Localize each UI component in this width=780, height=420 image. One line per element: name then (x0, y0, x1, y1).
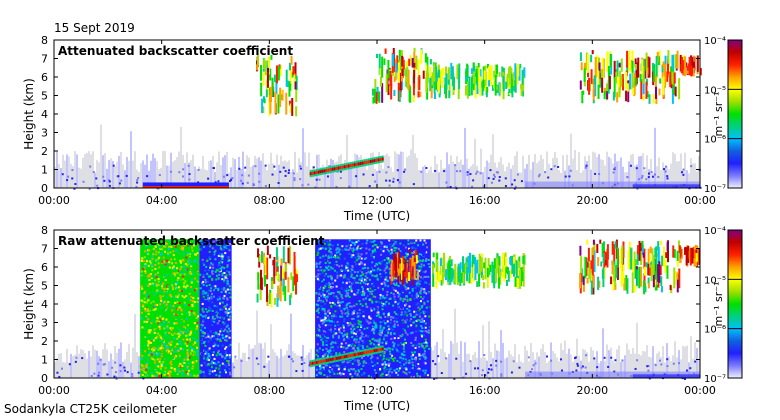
panel-2: Raw attenuated backscatter coefficient 0 1… (22, 224, 743, 413)
y-tick-label: 8 (41, 224, 48, 237)
x-axis-label: Time (UTC) (343, 209, 410, 223)
y-tick-label: 5 (41, 90, 48, 103)
panel-1: Attenuated backscatter coefficient 0 1 2 3 4 5… (22, 34, 743, 223)
plot-area (54, 230, 701, 380)
y-tick-label: 5 (41, 280, 48, 293)
x-tick-label: 04:00 (146, 384, 178, 397)
x-tick-label: 16:00 (469, 194, 501, 207)
instrument-label: Sodankyla CT25K ceilometer (4, 402, 177, 416)
y-tick-label: 7 (41, 243, 48, 256)
y-tick-label: 8 (41, 34, 48, 47)
y-tick-label: 2 (41, 335, 48, 348)
colorbar-gradient (727, 39, 743, 189)
x-tick-label: 20:00 (576, 384, 608, 397)
colorbar-gradient (727, 229, 743, 379)
x-tick-label: 16:00 (469, 384, 501, 397)
colorbar-label: 10⁻⁴ (704, 36, 726, 47)
y-tick-label: 6 (41, 261, 48, 274)
colorbar-label: 10⁻⁷ (704, 184, 726, 195)
colorbar: 10⁻⁴ 10⁻⁵ 10⁻⁶ 10⁻⁷ m⁻¹ sr⁻¹ (704, 36, 743, 195)
feature-cloud (678, 244, 701, 267)
y-tick-label: 0 (41, 372, 48, 385)
colorbar-unit: m⁻¹ sr⁻¹ (712, 92, 725, 137)
feature-cloud (256, 245, 299, 308)
colorbar-label: 10⁻⁵ (704, 85, 726, 96)
panel-title: Raw attenuated backscatter coefficient (58, 234, 325, 248)
x-tick-label: 12:00 (361, 384, 393, 397)
y-tick-label: 6 (41, 71, 48, 84)
x-axis-label: Time (UTC) (343, 399, 410, 413)
x-tick-label: 00:00 (38, 384, 70, 397)
feature-cloud (390, 248, 420, 286)
y-tick-label: 4 (41, 298, 48, 311)
x-tick-label: 12:00 (361, 194, 393, 207)
y-tick-label: 2 (41, 145, 48, 158)
feature-cloud (579, 50, 681, 104)
feature-cloud (256, 54, 298, 117)
colorbar-label: 10⁻⁶ (704, 325, 726, 336)
y-tick-label: 3 (41, 317, 48, 330)
plot-area (54, 40, 702, 190)
y-tick-label: 3 (41, 127, 48, 140)
panel-title: Attenuated backscatter coefficient (58, 44, 293, 58)
y-axis-label: Height (km) (22, 268, 36, 339)
date-label: 15 Sept 2019 (54, 21, 135, 35)
feature-cloud (579, 239, 681, 295)
y-tick-label: 1 (41, 354, 48, 367)
colorbar-label: 10⁻⁷ (704, 374, 726, 385)
colorbar-label: 10⁻⁵ (704, 275, 726, 286)
y-tick-label: 4 (41, 108, 48, 121)
feature-cloud (432, 252, 526, 289)
feature-noise-block (140, 239, 200, 378)
colorbar-label: 10⁻⁴ (704, 226, 726, 237)
x-tick-label: 00:00 (38, 194, 70, 207)
x-tick-label: 00:00 (684, 384, 716, 397)
feature-noise-block (199, 239, 232, 378)
feature-cloud (371, 47, 433, 104)
feature-rising-layer (309, 345, 384, 368)
colorbar: 10⁻⁴ 10⁻⁵ 10⁻⁶ 10⁻⁷ m⁻¹ sr⁻¹ (704, 226, 743, 385)
x-tick-label: 08:00 (253, 194, 285, 207)
colorbar-label: 10⁻⁶ (704, 135, 726, 146)
feature-surface-band (142, 182, 229, 188)
x-tick-label: 20:00 (576, 194, 608, 207)
feature-cloud (431, 62, 526, 100)
x-tick-label: 00:00 (684, 194, 716, 207)
y-axis-label: Height (km) (22, 78, 36, 149)
y-tick-label: 0 (41, 182, 48, 195)
feature-rising-layer (309, 155, 384, 178)
y-tick-label: 7 (41, 53, 48, 66)
feature-cloud (679, 54, 702, 77)
colorbar-unit: m⁻¹ sr⁻¹ (712, 282, 725, 327)
y-tick-label: 1 (41, 164, 48, 177)
x-tick-label: 08:00 (253, 384, 285, 397)
x-tick-label: 04:00 (146, 194, 178, 207)
